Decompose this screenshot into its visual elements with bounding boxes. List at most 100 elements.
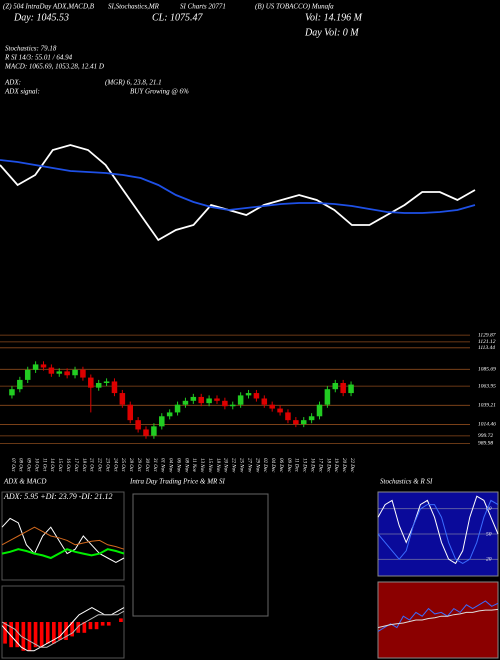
y-tick-label: 1113.44 [478, 344, 495, 351]
candle-body [222, 400, 228, 407]
x-tick-label: 28 Oct [128, 458, 133, 472]
candle-body [182, 400, 189, 405]
candle-body [269, 404, 275, 409]
panel-frame [1, 491, 125, 581]
line-series [377, 608, 499, 629]
x-tick-label: 13 Nov [199, 458, 204, 473]
histogram-bar [119, 618, 123, 622]
histogram-bar [70, 622, 74, 637]
histogram-bar [94, 622, 99, 630]
panel-frame [1, 585, 125, 659]
histogram-bar [9, 622, 13, 648]
candle-body [166, 412, 173, 417]
line-series [1, 548, 125, 560]
candle-body [237, 395, 244, 405]
header-text: (B) US TOBACCO) Munafa [255, 3, 334, 11]
candle-body [111, 381, 118, 394]
candle-body [300, 420, 307, 425]
candle-body [32, 364, 39, 370]
adx-values: (MGR) 6, 23.8, 21.1 [105, 79, 162, 87]
day-volume: Day Vol: 0 M [304, 27, 359, 38]
x-tick-label: 17 Dec [317, 458, 322, 473]
panel-title: ADX & MACD [3, 478, 46, 486]
histogram-bar [33, 622, 38, 648]
histogram-bar [88, 622, 93, 630]
candle-body [151, 426, 157, 436]
y-tick-label: 20 [486, 556, 492, 562]
y-tick-label: 1085.69 [478, 367, 496, 373]
line-series [0, 159, 476, 214]
histogram-bar [15, 622, 20, 648]
x-tick-label: 22 Oct [97, 458, 102, 472]
candle-body [64, 371, 70, 376]
candle-body [80, 369, 86, 378]
line-series [1, 607, 125, 652]
candle-body [17, 379, 23, 390]
candle-body [88, 377, 94, 388]
x-tick-label: 22 Dec [349, 458, 354, 473]
line-series [377, 495, 499, 565]
x-tick-label: 22 Nov [231, 458, 236, 473]
line-series [377, 600, 499, 632]
candle-body [24, 369, 31, 380]
x-tick-label: 15 Nov [207, 458, 212, 473]
x-tick-label: 25 Oct [120, 458, 125, 472]
x-tick-label: 31 Oct [152, 458, 157, 472]
histogram-bar [58, 622, 62, 640]
candle-body [348, 384, 354, 394]
x-tick-label: 07 Oct [10, 458, 15, 472]
x-tick-label: 19 Dec [333, 458, 338, 473]
panel-frame [377, 581, 499, 659]
day-price: Day: 1045.53 [13, 12, 69, 23]
stochastics: Stochastics: 79.18 [5, 45, 57, 53]
candle-body [316, 404, 323, 417]
x-tick-label: 21 Oct [89, 458, 94, 472]
candle-body [277, 408, 283, 413]
histogram-bar [82, 622, 87, 633]
x-tick-label: 25 Nov [239, 458, 244, 473]
x-tick-label: 06 Nov [175, 458, 180, 473]
x-tick-label: 27 Nov [246, 458, 251, 473]
histogram-bar [39, 622, 44, 648]
panel-title: Stochastics & R SI [380, 478, 433, 486]
x-tick-label: 29 Nov [254, 458, 259, 473]
header-text: SI Charts 20771 [180, 3, 226, 11]
x-tick-label: 13 Dec [302, 458, 307, 473]
x-tick-label: 08 Oct [18, 458, 23, 472]
x-tick-label: 09 Oct [26, 458, 31, 472]
candle-body [56, 371, 63, 374]
volume: Vol: 14.196 M [305, 12, 363, 23]
panel-subtitle: ADX: 5.95 +DI: 23.79 -DI: 21.12 [3, 492, 113, 501]
x-tick-label: 04 Dec [270, 458, 275, 473]
x-tick-label: 01 Nov [160, 458, 165, 473]
rsi: R SI 14/3: 55.01 / 64.94 [4, 54, 73, 62]
y-tick-label: 1121.12 [478, 339, 496, 345]
y-tick-label: 999.72 [478, 433, 493, 439]
histogram-bar [76, 622, 81, 633]
histogram-bar [21, 622, 26, 651]
y-tick-label: 50 [486, 531, 492, 537]
x-tick-label: 23 Oct [104, 458, 109, 472]
x-tick-label: 09 Dec [286, 458, 291, 473]
candle-body [135, 420, 141, 430]
x-tick-label: 11 Oct [41, 458, 46, 472]
histogram-bar [64, 622, 68, 640]
x-tick-label: 02 Dec [262, 458, 267, 473]
y-tick-label: 1063.95 [478, 383, 496, 389]
histogram-bar [52, 622, 56, 644]
candle-body [119, 393, 126, 405]
candle-body [95, 383, 102, 388]
candle-body [324, 389, 331, 405]
candle-body [261, 398, 268, 405]
x-tick-label: 24 Oct [112, 458, 117, 472]
candle-body [340, 383, 346, 394]
candle-body [206, 398, 212, 404]
x-tick-label: 18 Dec [325, 458, 330, 473]
x-tick-label: 20 Dec [341, 458, 346, 473]
candle-body [72, 369, 78, 376]
x-tick-label: 11 Dec [294, 458, 299, 473]
candle-body [48, 367, 55, 374]
close-price: CL: 1075.47 [152, 12, 204, 23]
x-tick-label: 11 Nov [191, 458, 196, 473]
